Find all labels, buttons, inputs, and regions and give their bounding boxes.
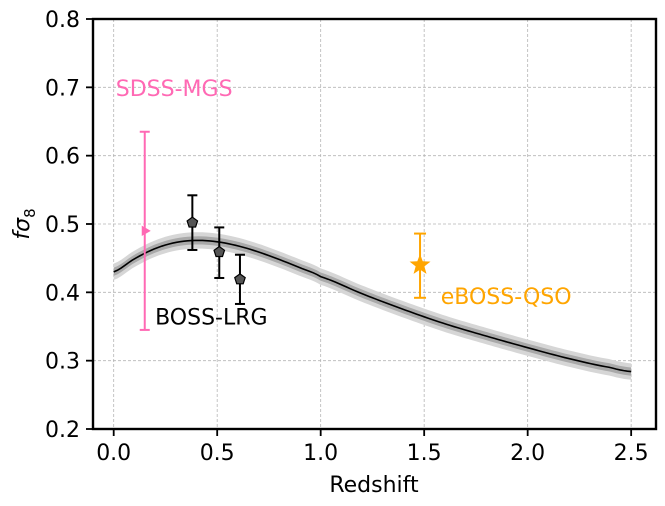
point-boss-lrg-0 — [186, 194, 199, 251]
annotation-boss-lrg: BOSS-LRG — [155, 305, 267, 330]
annotation-sdss-mgs: SDSS-MGS — [116, 77, 233, 102]
x-axis-title: Redshift — [329, 473, 419, 498]
y-axis-title-f: f — [10, 229, 35, 240]
y-axis-title-sigma: σ — [10, 217, 35, 232]
data-points — [139, 130, 431, 331]
point-boss-lrg-1 — [213, 226, 226, 279]
y-tick-label-0: 0.2 — [45, 418, 80, 443]
y-tick-label-1: 0.3 — [45, 350, 80, 375]
annotation-eboss-qso: eBOSS-QSO — [441, 285, 572, 310]
axis-ticks: 0.0 0.5 1.0 1.5 2.0 2.5 0.2 0.3 0.4 0.5 0.6 0.7 0.8 — [45, 8, 649, 466]
y-tick-label-5: 0.7 — [45, 76, 80, 101]
y-axis-title-subscript: 8 — [21, 208, 39, 218]
y-tick-label-6: 0.8 — [45, 8, 80, 33]
x-tick-label-2: 1.0 — [303, 441, 338, 466]
point-boss-lrg-2 — [234, 253, 246, 305]
x-tick-label-0: 0.0 — [96, 441, 131, 466]
x-tick-label-3: 1.5 — [407, 441, 442, 466]
y-axis-title: fσ8 — [10, 208, 39, 239]
model-curve — [113, 239, 632, 373]
marker-sdss-mgs-0 — [141, 225, 151, 237]
marker-boss-lrg-1 — [213, 245, 226, 258]
x-tick-label-1: 0.5 — [200, 441, 235, 466]
y-tick-label-3: 0.5 — [45, 213, 80, 238]
marker-eboss-qso-0 — [409, 254, 431, 274]
point-sdss-mgs-0 — [139, 130, 151, 331]
marker-boss-lrg-2 — [234, 273, 246, 285]
model-line — [113, 239, 632, 373]
y-tick-label-2: 0.4 — [45, 281, 80, 306]
point-eboss-qso-0 — [409, 232, 431, 299]
marker-boss-lrg-0 — [186, 216, 199, 228]
x-tick-label-5: 2.5 — [614, 441, 649, 466]
x-tick-label-4: 2.0 — [510, 441, 545, 466]
y-tick-label-4: 0.6 — [45, 145, 80, 170]
